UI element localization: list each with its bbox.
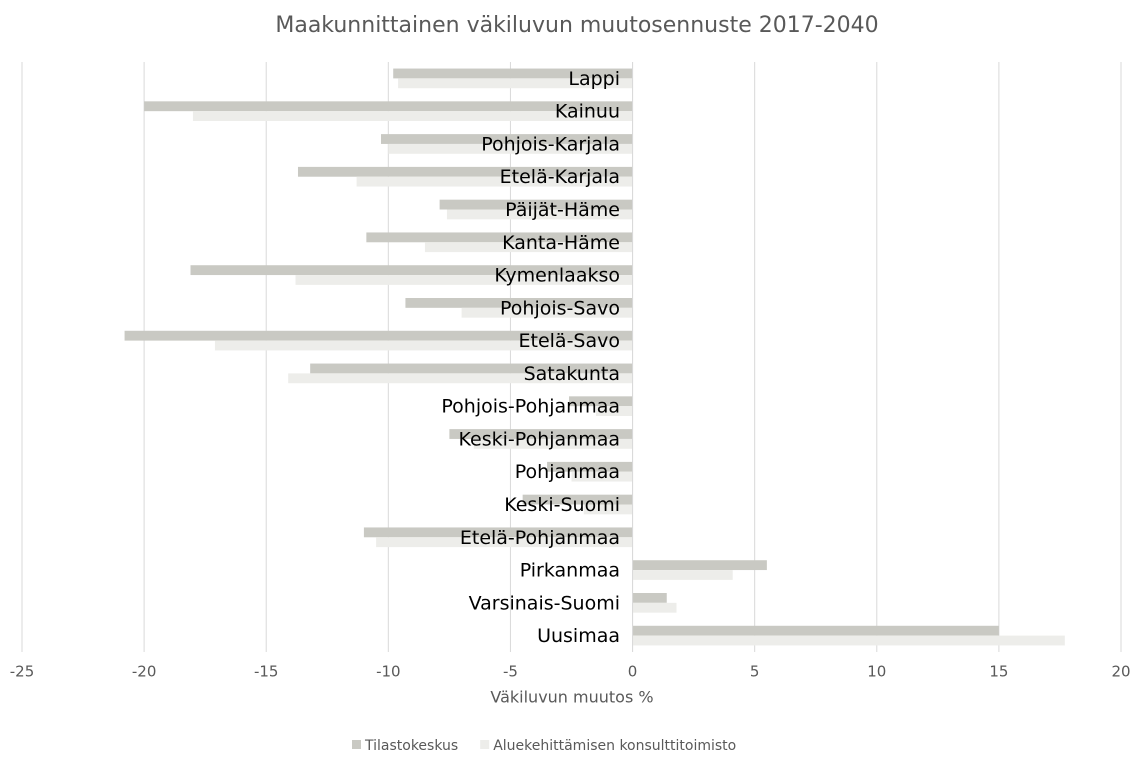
y-tick-label: Keski-Pohjanmaa (459, 428, 620, 450)
y-tick-label: Varsinais-Suomi (469, 592, 620, 614)
bar (449, 429, 633, 439)
bar (632, 560, 767, 571)
bar (388, 143, 633, 154)
bar (376, 537, 633, 548)
bar (632, 635, 1065, 646)
x-axis-title: Väkiluvun muutos % (490, 688, 653, 707)
bar (297, 166, 633, 177)
bar (569, 396, 633, 407)
bar (405, 298, 633, 308)
y-tick-label: Etelä-Karjala (500, 166, 620, 188)
bar (124, 330, 633, 341)
legend-label: Aluekehittämisen konsulttitoimisto (493, 738, 736, 754)
y-tick-label: Pohjanmaa (515, 461, 620, 483)
bar (214, 340, 633, 351)
x-tick-label: 20 (1111, 663, 1130, 681)
bar (461, 307, 633, 318)
x-tick-label: -25 (10, 663, 35, 681)
x-tick-label: -5 (503, 663, 518, 681)
bar (583, 504, 633, 515)
bar (446, 209, 633, 220)
bar (632, 570, 733, 580)
x-tick-label: -20 (132, 663, 157, 681)
y-tick-label: Etelä-Savo (519, 330, 621, 352)
y-tick-label: Pohjois-Karjala (481, 133, 620, 155)
bar (356, 176, 633, 187)
bar (595, 406, 633, 416)
x-tick-label: 15 (989, 663, 1008, 681)
y-tick-label: Kainuu (555, 101, 620, 123)
bar (381, 134, 633, 144)
y-tick-label: Lappi (568, 68, 620, 90)
bar (144, 101, 633, 112)
bar (571, 471, 633, 482)
bar (439, 199, 633, 210)
bar (632, 602, 677, 613)
bar (363, 527, 633, 538)
y-tick-label: Satakunta (524, 363, 620, 385)
y-tick-label: Keski-Suomi (504, 494, 620, 516)
y-tick-label: Kymenlaakso (494, 265, 620, 287)
x-tick-label: -15 (254, 663, 279, 681)
bar (190, 265, 633, 276)
y-tick-label: Uusimaa (537, 625, 620, 647)
bar (288, 373, 633, 384)
bar (632, 593, 667, 603)
x-tick-label: 5 (750, 663, 760, 681)
legend-label: Tilastokeskus (364, 738, 458, 754)
x-tick-label: 10 (867, 663, 886, 681)
y-tick-label: Kanta-Häme (502, 232, 620, 254)
bar (310, 363, 633, 374)
y-tick-label: Pirkanmaa (520, 560, 620, 582)
legend-swatch (352, 740, 361, 749)
bar (473, 438, 633, 449)
bar (192, 111, 633, 121)
x-tick-label: 0 (628, 663, 638, 681)
y-tick-label: Etelä-Pohjanmaa (460, 527, 620, 549)
x-tick-label: -10 (376, 663, 401, 681)
y-tick-label: Päijät-Häme (505, 199, 620, 221)
y-tick-label: Pohjois-Savo (500, 297, 620, 319)
bar (295, 275, 633, 285)
bar (424, 242, 633, 253)
bar (522, 494, 633, 505)
bar (366, 232, 633, 243)
chart-title: Maakunnittainen väkiluvun muutosennuste … (275, 13, 878, 38)
y-tick-label: Pohjois-Pohjanmaa (441, 396, 620, 418)
bar (547, 461, 633, 472)
bar (393, 68, 633, 79)
bar (398, 78, 633, 89)
legend-swatch (480, 740, 490, 749)
bar (632, 625, 999, 636)
